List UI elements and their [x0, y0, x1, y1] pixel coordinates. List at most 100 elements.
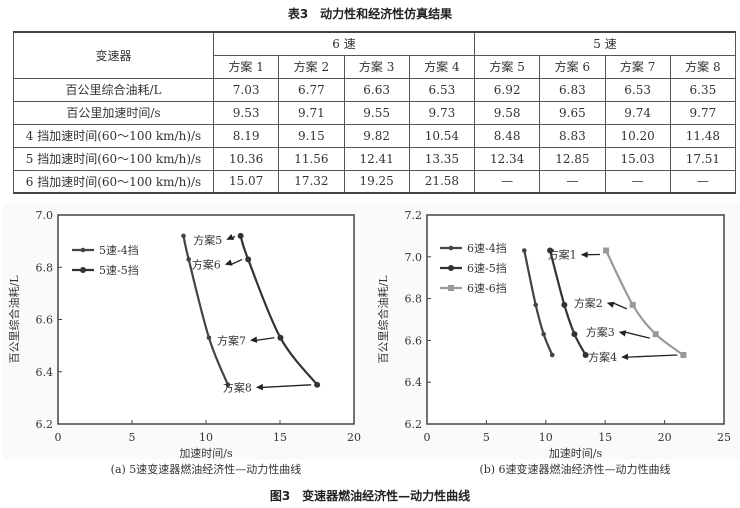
table-cell: 21.58: [408, 169, 476, 194]
legend-item: 6速-5挡: [440, 261, 507, 275]
annotation: 方案4: [588, 350, 678, 364]
table-row: 4 挡加速时间(60～100 km/h)/s 8.19 9.15 9.82 10.54 8…: [13, 123, 737, 148]
row-label: 6 挡加速时间(60～100 km/h)/s: [13, 169, 214, 194]
svg-text:方案5: 方案5: [193, 233, 222, 247]
x-tick-label: 0: [55, 431, 62, 444]
fuel-economy-charts: 0 5 10 15 20 6.2 6.4 6.6 6.8 7.0 加速时间/s 百公里综合油耗/L (a…: [3, 203, 740, 476]
series-6速-6挡: [603, 247, 687, 359]
header-scheme: 方案 7: [604, 54, 671, 79]
table-cell: 8.19: [212, 123, 280, 148]
legend-item: 5速-4挡: [72, 243, 139, 257]
plot-frame: [426, 214, 725, 425]
header-scheme: 方案 6: [539, 54, 606, 79]
header-scheme: 方案 8: [669, 54, 737, 79]
x-tick-label: 15: [598, 431, 612, 444]
data-point: [181, 233, 186, 239]
chart-a: 0 5 10 15 20 6.2 6.4 6.6 6.8 7.0 加速时间/s 百公里综合油耗/L (a…: [3, 203, 374, 476]
table-cell: 9.58: [473, 100, 541, 125]
table-cell: 9.74: [604, 100, 671, 125]
table-cell: 15.07: [212, 169, 280, 194]
y-tick-label: 6.8: [405, 293, 423, 306]
data-point: [629, 301, 636, 308]
table-cell: 9.65: [539, 100, 606, 125]
data-point: [549, 352, 555, 358]
x-tick-label: 20: [347, 431, 361, 444]
x-tick-label: 10: [199, 431, 213, 444]
table-cell: 17.32: [278, 169, 345, 194]
data-point: [225, 382, 231, 388]
y-tick-label: 6.2: [405, 418, 423, 431]
x-axis-label: 加速时间/s: [179, 447, 233, 460]
table-cell: —: [604, 169, 671, 194]
table-row: 百公里加速时间/s 9.53 9.71 9.55 9.73 9.58 9.65 9.74 9.7…: [13, 100, 737, 125]
table-cell: —: [539, 169, 606, 194]
data-point: [237, 232, 244, 239]
y-tick-label: 6.4: [405, 376, 423, 389]
legend-item: 6速-4挡: [440, 241, 507, 255]
header-scheme: 方案 4: [408, 54, 476, 79]
y-tick-label: 6.6: [405, 334, 423, 347]
data-point: [541, 331, 546, 337]
plot-frame: [57, 214, 355, 425]
table-cell: 12.41: [343, 146, 410, 171]
svg-text:方案7: 方案7: [217, 333, 246, 347]
table-cell: 17.51: [669, 146, 737, 171]
data-point: [533, 302, 539, 308]
x-tick-label: 10: [539, 431, 553, 444]
svg-text:方案6: 方案6: [192, 258, 221, 272]
legend-label: 6速-6挡: [467, 281, 507, 295]
legend-item: 5速-5挡: [72, 263, 139, 277]
annotation: 方案6: [192, 258, 243, 272]
table-cell: 9.82: [343, 123, 410, 148]
legend-label: 5速-4挡: [99, 243, 139, 257]
x-tick-label: 0: [424, 431, 431, 444]
table-cell: 6.63: [343, 77, 410, 102]
table-cell: 10.20: [604, 123, 671, 148]
table-cell: 19.25: [343, 169, 410, 194]
data-point: [277, 334, 284, 341]
table-cell: 8.83: [539, 123, 606, 148]
y-axis-label: 百公里综合油耗/L: [376, 275, 390, 364]
table-cell: 9.71: [278, 100, 345, 125]
table-cell: 6.35: [669, 77, 737, 102]
header-scheme: 方案 2: [278, 54, 345, 79]
svg-text:方案3: 方案3: [586, 325, 615, 339]
y-tick-label: 7.0: [405, 251, 423, 264]
header-scheme: 方案 1: [212, 54, 280, 79]
x-tick-label: 20: [658, 431, 672, 444]
annotation: 方案2: [574, 296, 628, 310]
y-tick-label: 6.2: [36, 418, 54, 431]
data-point: [652, 331, 659, 338]
data-point: [186, 257, 191, 262]
table-row: 5 挡加速时间(60～100 km/h)/s 10.36 11.56 12.41 13.…: [13, 146, 737, 171]
y-axis-label: 百公里综合油耗/L: [7, 275, 21, 364]
series-6速-5挡: [547, 247, 589, 359]
svg-text:方案4: 方案4: [588, 350, 617, 364]
annotation: 方案5: [193, 233, 236, 247]
table-cell: 8.48: [473, 123, 541, 148]
series-6速-4挡: [521, 248, 555, 358]
data-point: [245, 256, 252, 263]
x-axis-label: 加速时间/s: [549, 447, 603, 460]
row-label: 5 挡加速时间(60～100 km/h)/s: [13, 146, 214, 171]
x-tick-label: 25: [717, 431, 731, 444]
x-tick-label: 15: [273, 431, 287, 444]
svg-text:方案2: 方案2: [574, 296, 603, 310]
x-tick-label: 5: [483, 431, 490, 444]
table-cell: 6.92: [473, 77, 541, 102]
data-point: [314, 381, 321, 388]
annotation: 方案3: [586, 325, 650, 339]
legend-item: 6速-6挡: [440, 281, 507, 295]
row-label: 百公里综合油耗/L: [13, 77, 214, 102]
table-cell: 12.34: [473, 146, 541, 171]
legend-label: 5速-5挡: [99, 263, 139, 277]
data-point: [561, 301, 568, 308]
row-label: 4 挡加速时间(60～100 km/h)/s: [13, 123, 214, 148]
header-row-schemes: 方案 1 方案 2 方案 3 方案 4 方案 5 方案 6 方案 7 方案 8: [14, 54, 737, 79]
table-cell: 9.55: [343, 100, 410, 125]
table-cell: 13.35: [408, 146, 476, 171]
table-row: 百公里综合油耗/L 7.03 6.77 6.63 6.53 6.92 6.83 6.53 6.3…: [13, 77, 737, 102]
y-tick-label: 6.8: [36, 261, 54, 274]
